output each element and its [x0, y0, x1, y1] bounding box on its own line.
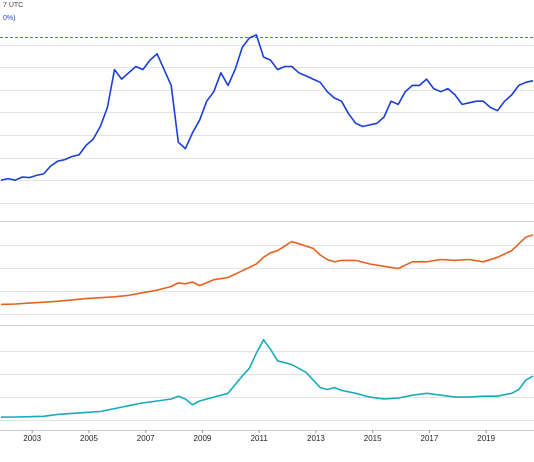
x-tick-label: 2015 — [364, 434, 382, 443]
x-tick-label: 2009 — [194, 434, 212, 443]
x-tick-label: 2011 — [251, 434, 269, 443]
series-layer — [0, 34, 534, 418]
header-timestamp: 7 UTC — [3, 2, 23, 9]
pane-borders — [0, 221, 534, 431]
price-pane — [0, 34, 534, 181]
price-series-line — [0, 34, 534, 181]
x-tick-label: 2019 — [477, 434, 495, 443]
x-tick-label: 2005 — [80, 434, 98, 443]
x-axis: 2003 2005 2007 2009 2011 2013 2015 2017 2019 — [23, 430, 496, 443]
header-ratio-link[interactable]: 0%) — [3, 15, 15, 22]
x-tick-label: 2007 — [137, 434, 155, 443]
x-tick-label: 2017 — [421, 434, 439, 443]
silver-series-line — [0, 338, 534, 418]
grid-layer — [0, 45, 534, 421]
x-tick-label: 2003 — [23, 434, 41, 443]
gold-series-line — [0, 234, 534, 306]
gold-pane — [0, 234, 534, 306]
silver-pane — [0, 338, 534, 418]
x-tick-label: 2013 — [307, 434, 325, 443]
